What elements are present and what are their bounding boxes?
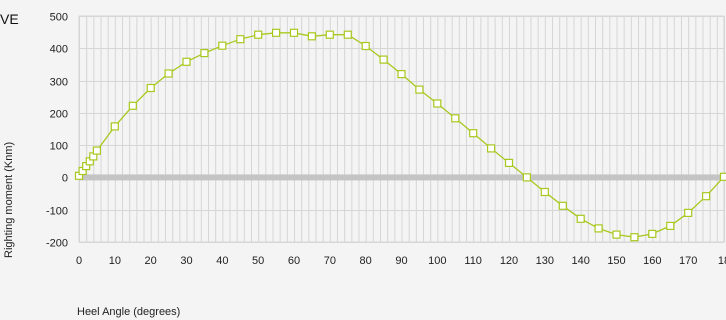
data-point [307, 32, 316, 41]
data-point [397, 69, 406, 79]
x-tick-label: 130 [536, 255, 554, 267]
x-tick-label: 80 [360, 255, 372, 267]
x-tick-label: 70 [324, 255, 336, 267]
data-point [594, 224, 603, 233]
x-tick-label: 140 [571, 255, 589, 267]
x-tick-label: 50 [252, 255, 264, 267]
grid [78, 15, 725, 243]
data-point [289, 28, 299, 37]
x-axis-title: Heel Angle (degrees) [77, 306, 180, 318]
y-tick-label: 0 [62, 173, 68, 185]
data-point [361, 41, 370, 51]
y-axis-ticks: 500 400 300 200 100 0 -100 -200 [46, 12, 68, 250]
data-point [92, 146, 102, 155]
y-tick-label: 400 [50, 44, 68, 56]
data-point [164, 69, 173, 78]
x-tick-label: 40 [216, 255, 228, 267]
y-tick-label: 200 [50, 109, 68, 121]
data-point [684, 208, 693, 217]
data-point [110, 122, 119, 131]
data-point [666, 221, 675, 230]
data-point [128, 101, 137, 110]
data-point [558, 201, 567, 210]
data-point [504, 158, 514, 167]
data-point [254, 30, 263, 39]
x-tick-label: 110 [464, 255, 482, 267]
series-layer [74, 28, 726, 242]
data-point [540, 187, 549, 197]
x-tick-label: 0 [76, 255, 82, 267]
data-point [379, 55, 388, 64]
data-point [433, 99, 442, 108]
data-point [325, 30, 334, 39]
data-point [343, 30, 352, 39]
y-tick-label: 500 [50, 12, 68, 24]
data-point [218, 41, 227, 50]
y-axis-title: Righting moment (Knm) [3, 142, 15, 258]
data-point [522, 173, 532, 182]
y-tick-label: -200 [46, 238, 68, 250]
zero-line-layer [79, 174, 724, 181]
zero-line [79, 174, 724, 181]
data-point [576, 214, 585, 223]
data-point [182, 57, 191, 66]
x-tick-label: 170 [679, 255, 697, 267]
data-point [146, 83, 155, 93]
data-point [236, 35, 245, 44]
y-tick-label: -100 [46, 206, 68, 218]
data-point [630, 233, 639, 242]
x-tick-label: 150 [607, 255, 625, 267]
data-point [451, 114, 460, 123]
x-tick-label: 90 [395, 255, 407, 267]
x-tick-label: 100 [428, 255, 446, 267]
chart-title-fragment: VE [0, 11, 19, 27]
data-point [469, 129, 478, 138]
data-point [719, 172, 726, 181]
y-tick-label: 100 [50, 141, 68, 153]
data-point [272, 28, 281, 37]
data-point [415, 85, 424, 94]
x-axis-ticks: 0 10 20 30 40 50 60 70 80 90 100 110 120 130 140 150 160… [76, 255, 726, 267]
x-tick-label: 10 [109, 255, 121, 267]
data-point [612, 230, 621, 239]
data-point [701, 192, 711, 201]
x-tick-label: 60 [288, 255, 300, 267]
x-tick-label: 20 [145, 255, 157, 267]
x-tick-label: 18 [718, 255, 726, 267]
y-tick-label: 300 [50, 77, 68, 89]
data-point [200, 48, 209, 58]
x-tick-label: 120 [500, 255, 518, 267]
data-point [487, 144, 496, 153]
data-point [648, 229, 657, 238]
x-tick-label: 160 [643, 255, 661, 267]
x-tick-label: 30 [180, 255, 192, 267]
